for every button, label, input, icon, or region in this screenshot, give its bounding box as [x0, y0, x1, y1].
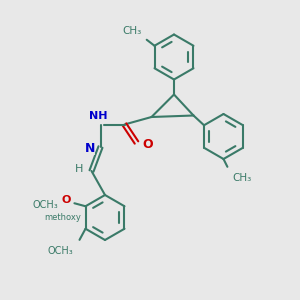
Text: O: O — [142, 137, 153, 151]
Text: OCH₃: OCH₃ — [48, 246, 74, 256]
Text: CH₃: CH₃ — [232, 173, 252, 183]
Text: methoxy: methoxy — [44, 213, 81, 222]
Text: NH: NH — [89, 111, 107, 121]
Text: H: H — [75, 164, 83, 175]
Text: O: O — [61, 195, 70, 205]
Text: CH₃: CH₃ — [122, 26, 142, 36]
Text: N: N — [85, 142, 95, 155]
Text: OCH₃: OCH₃ — [33, 200, 58, 210]
